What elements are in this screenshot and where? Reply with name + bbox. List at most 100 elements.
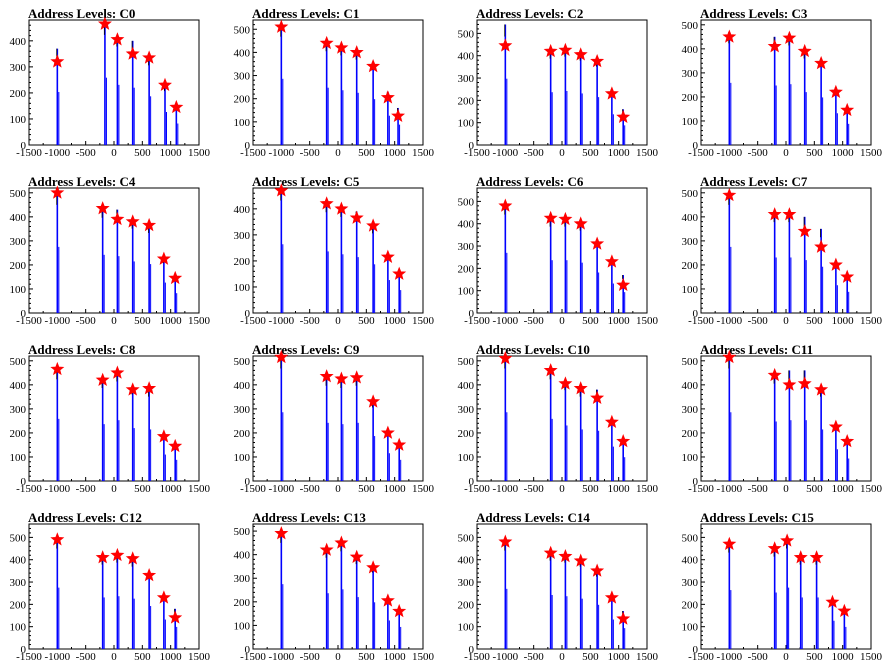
y-tick-label: 0: [469, 644, 475, 656]
x-tick-label: -1500: [240, 315, 266, 327]
y-tick-label: 100: [682, 622, 699, 634]
peak-star-marker: [392, 437, 407, 451]
chart-panel: Address Levels: C4 0 100 200 300 400 500 -1500-…: [0, 168, 224, 336]
x-tick-label: 1500: [860, 651, 883, 663]
x-tick-label: 0: [783, 147, 789, 159]
y-tick-label: 400: [682, 380, 699, 392]
y-tick-label: 100: [682, 284, 699, 296]
y-tick-label: 400: [10, 212, 27, 224]
chart-svg: 0 100 200 300 400 500 -1500 -1000 -500 0 500 1000 15…: [10, 185, 211, 327]
peak-star-marker: [334, 201, 349, 215]
chart-title: Address Levels: C10: [476, 342, 590, 357]
x-tick-label: 0: [783, 651, 789, 663]
peak-star-marker: [334, 371, 349, 385]
x-tick-label: 500: [582, 147, 599, 159]
peak-star-marker: [767, 367, 782, 382]
chart-svg: 0 100 200 300 400 500 -1500 -1000 -500 0 500 1000 15…: [458, 19, 659, 159]
peak-star-marker: [558, 376, 573, 390]
chart-panel: Address Levels: C15 0 100 200 300 400 500 -1500…: [672, 504, 896, 672]
y-tick-label: 300: [234, 230, 251, 242]
x-tick-label: 1500: [636, 651, 659, 663]
y-tick-label: 400: [234, 550, 251, 562]
y-tick-label: 500: [458, 532, 475, 544]
x-tick-label: 1500: [860, 147, 883, 159]
peak-star-marker: [814, 55, 829, 70]
x-tick-label: 500: [134, 483, 151, 495]
x-tick-label: -1000: [44, 147, 70, 159]
peak-star-marker: [828, 84, 843, 99]
peak-star-marker: [97, 16, 112, 30]
chart-panel: Address Levels: C7 0 100 200 300 400 500 -1500-…: [672, 168, 896, 336]
peak-star-marker: [168, 270, 183, 285]
y-tick-label: 500: [10, 532, 27, 544]
peak-star-marker: [366, 218, 381, 232]
peak-star-marker: [767, 207, 782, 221]
x-tick-label: 0: [783, 315, 789, 327]
x-tick-label: -1500: [464, 315, 490, 327]
peak-star-marker: [722, 29, 737, 43]
peak-star-marker: [809, 550, 824, 564]
chart-svg: 0 100 200 300 400 500 -1500 -1000 -500 0 500 1000 15…: [682, 349, 883, 495]
chart-svg: 0 100 200 300 400 500 -1500 -1000 -500 0 500 1000 15…: [682, 187, 883, 327]
peak-star-marker: [543, 545, 558, 559]
peak-star-marker: [156, 429, 171, 443]
chart-svg: 0 100 200 300 400 500 -1500 -1000 -500 0 500 1000 15…: [10, 523, 211, 663]
y-tick-label: 300: [458, 73, 475, 85]
x-tick-label: -1500: [16, 483, 42, 495]
x-tick-label: 0: [559, 651, 565, 663]
y-tick-label: 200: [10, 88, 27, 100]
peak-star-marker: [498, 351, 513, 365]
y-tick-label: 400: [458, 555, 475, 567]
y-tick-label: 200: [234, 428, 251, 440]
peak-star-marker: [95, 550, 110, 564]
x-tick-label: 1000: [832, 651, 855, 663]
y-tick-label: 500: [682, 20, 699, 32]
x-tick-label: -500: [524, 483, 545, 495]
x-tick-label: 1500: [636, 483, 659, 495]
y-tick-label: 100: [234, 117, 251, 129]
peak-star-marker: [349, 45, 364, 59]
peak-star-marker: [274, 526, 289, 540]
x-tick-label: 1500: [412, 147, 435, 159]
y-tick-label: 400: [458, 219, 475, 231]
peak-star-marker: [366, 560, 381, 574]
peak-star-marker: [558, 42, 573, 57]
y-tick-label: 400: [234, 380, 251, 392]
y-tick-label: 200: [682, 599, 699, 611]
x-tick-label: -1000: [492, 651, 518, 663]
y-tick-label: 100: [10, 284, 27, 296]
chart-panel: Address Levels: C0 0 100 200 300 400 -1500 -100…: [0, 0, 224, 168]
peak-star-marker: [334, 40, 349, 54]
peak-star-marker: [498, 534, 513, 548]
x-tick-label: -500: [300, 651, 321, 663]
x-tick-label: -500: [76, 147, 97, 159]
x-tick-label: -1000: [268, 147, 294, 159]
peak-star-marker: [604, 254, 619, 268]
x-tick-label: -1500: [16, 147, 42, 159]
y-tick-label: 0: [469, 308, 475, 320]
y-tick-label: 500: [682, 356, 699, 368]
chart-svg: 0 100 200 300 400 500 -1500 -1000 -500 0 500 1000 15…: [234, 19, 435, 159]
peak-star-marker: [110, 32, 125, 46]
y-tick-label: 300: [234, 404, 251, 416]
plot-frame: [476, 19, 648, 146]
chart-title: Address Levels: C1: [252, 6, 360, 21]
y-tick-label: 300: [10, 404, 27, 416]
y-tick-label: 300: [682, 236, 699, 248]
x-tick-label: -1000: [492, 315, 518, 327]
y-tick-label: 500: [682, 532, 699, 544]
chart-panel: Address Levels: C1 0 100 200 300 400 500 -1500-…: [224, 0, 448, 168]
peak-star-marker: [125, 551, 140, 565]
x-tick-label: -1000: [268, 483, 294, 495]
plot-frame: [476, 355, 648, 482]
x-tick-label: 500: [806, 483, 823, 495]
y-tick-label: 0: [245, 140, 251, 152]
chart-panel: Address Levels: C6 0 100 200 300 400 500 -1500-…: [448, 168, 672, 336]
y-tick-label: 500: [234, 356, 251, 368]
peak-star-marker: [366, 58, 381, 73]
y-tick-label: 500: [458, 28, 475, 40]
peak-star-marker: [573, 47, 588, 61]
x-tick-label: -1500: [16, 651, 42, 663]
x-tick-label: 500: [806, 315, 823, 327]
y-tick-label: 200: [458, 95, 475, 107]
